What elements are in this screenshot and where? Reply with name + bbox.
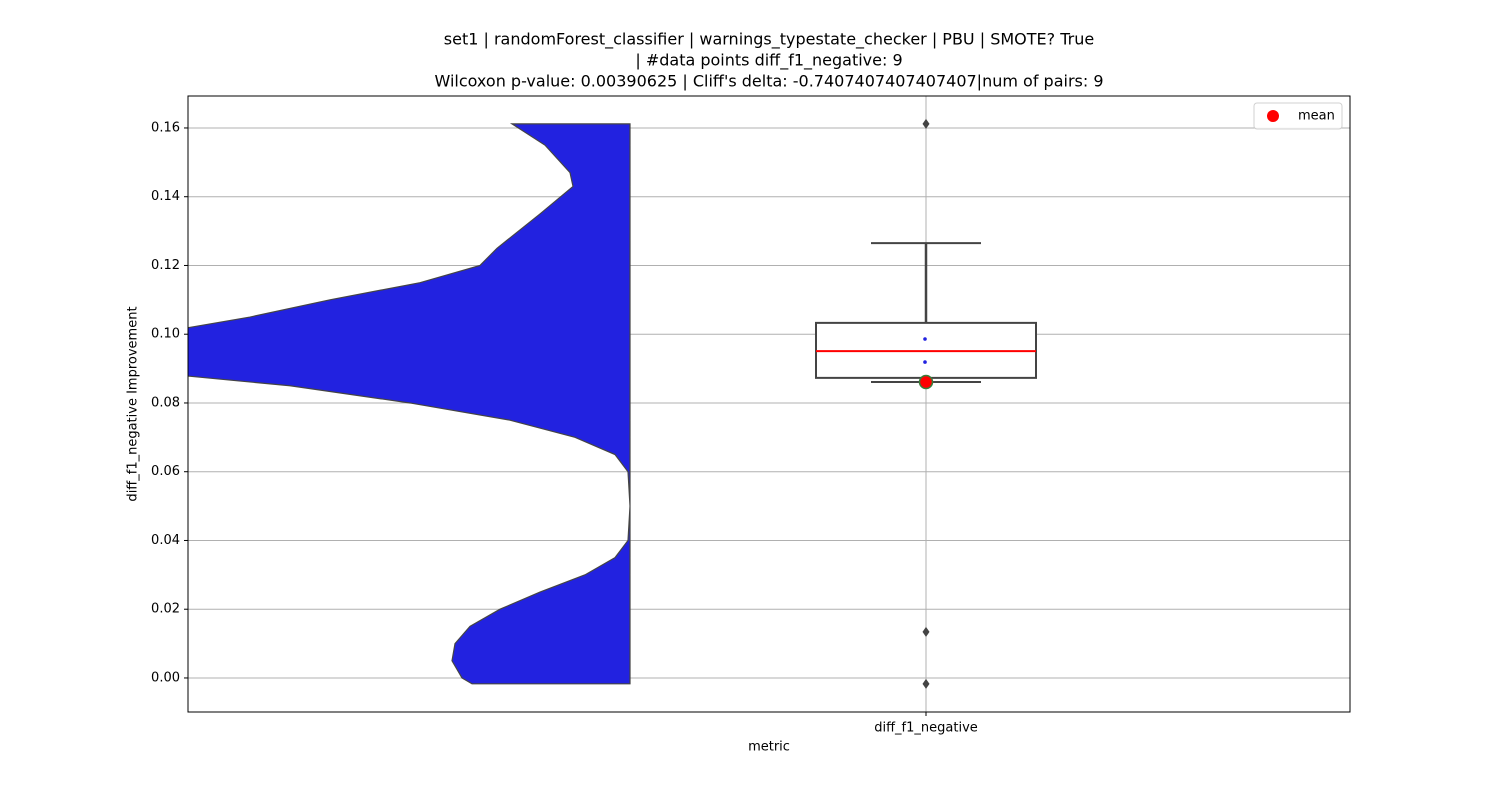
y-tick-label: 0.16 [151,120,180,135]
x-axis-label: metric [748,740,790,755]
outlier [922,678,930,689]
data-point [923,360,927,364]
legend-marker [1267,110,1279,122]
legend-box [1253,102,1343,130]
y-tick-label: 0.06 [151,464,180,479]
data-point [923,337,927,341]
y-tick-label: 0.02 [151,602,180,617]
y-tick-label: 0.08 [151,395,180,410]
y-tick-label: 0.04 [151,533,180,548]
outlier [922,118,930,129]
chart-title: set1 | randomForest_classifier | warning… [444,30,1094,50]
legend-label: mean [1298,109,1335,124]
y-axis-label: diff_f1_negative Improvement [126,306,141,501]
chart-title: | #data points diff_f1_negative: 9 [635,51,902,71]
violin [188,123,631,685]
x-tick-label: diff_f1_negative [874,721,978,736]
axes-frame [187,95,1351,713]
y-tick-label: 0.12 [151,258,180,273]
plot-area [188,118,1037,689]
y-tick-label: 0.00 [151,670,180,685]
mean-marker [918,374,934,390]
y-tick-label: 0.14 [151,189,180,204]
outlier [922,626,930,637]
chart-title: Wilcoxon p-value: 0.00390625 | Cliff's d… [434,72,1103,91]
y-tick-label: 0.10 [151,327,180,342]
